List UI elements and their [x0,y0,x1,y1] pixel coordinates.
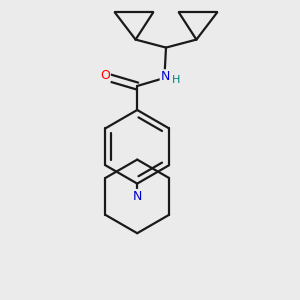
Text: N: N [161,70,170,83]
Text: H: H [172,75,180,85]
Text: O: O [100,69,110,82]
Text: N: N [133,190,142,203]
